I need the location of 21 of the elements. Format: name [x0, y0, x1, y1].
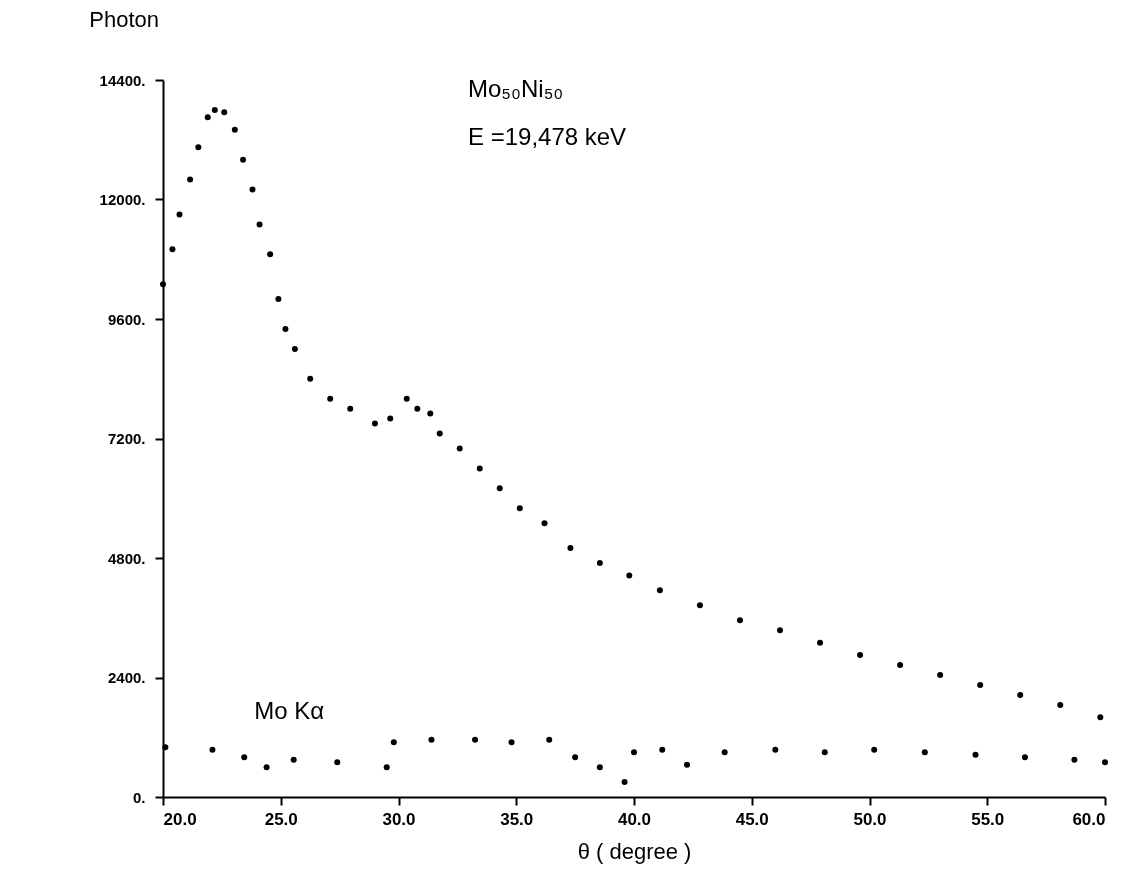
- x-tick-label: 55.0: [971, 809, 1005, 829]
- y-tick-label: 9600.: [107, 310, 146, 328]
- annotation: E =19,478 keV: [468, 123, 627, 150]
- series-label: Mo Kα: [254, 697, 325, 725]
- y-tick-label: 14400.: [99, 71, 146, 89]
- x-axis-title: θ ( degree ): [577, 838, 692, 864]
- x-tick-label: 40.0: [617, 809, 652, 829]
- y-tick-label: 0.: [132, 788, 146, 806]
- x-tick-label: 20.0: [163, 809, 197, 829]
- x-tick-label: 35.0: [500, 809, 534, 829]
- y-tick-label: 2400.: [107, 669, 146, 686]
- y-tick-label: 4800.: [107, 549, 146, 567]
- x-tick-label: 60.0: [1072, 809, 1106, 829]
- x-tick-label: 50.0: [853, 809, 887, 829]
- annotation: Mo₅₀Ni₅₀: [468, 75, 564, 102]
- x-tick-label: 30.0: [382, 809, 416, 829]
- x-tick-label: 25.0: [264, 809, 298, 829]
- y-tick-label: 7200.: [107, 430, 146, 447]
- y-axis-title: Photon: [89, 7, 159, 32]
- x-tick-label: 45.0: [735, 809, 769, 829]
- y-tick-label: 12000.: [99, 191, 146, 208]
